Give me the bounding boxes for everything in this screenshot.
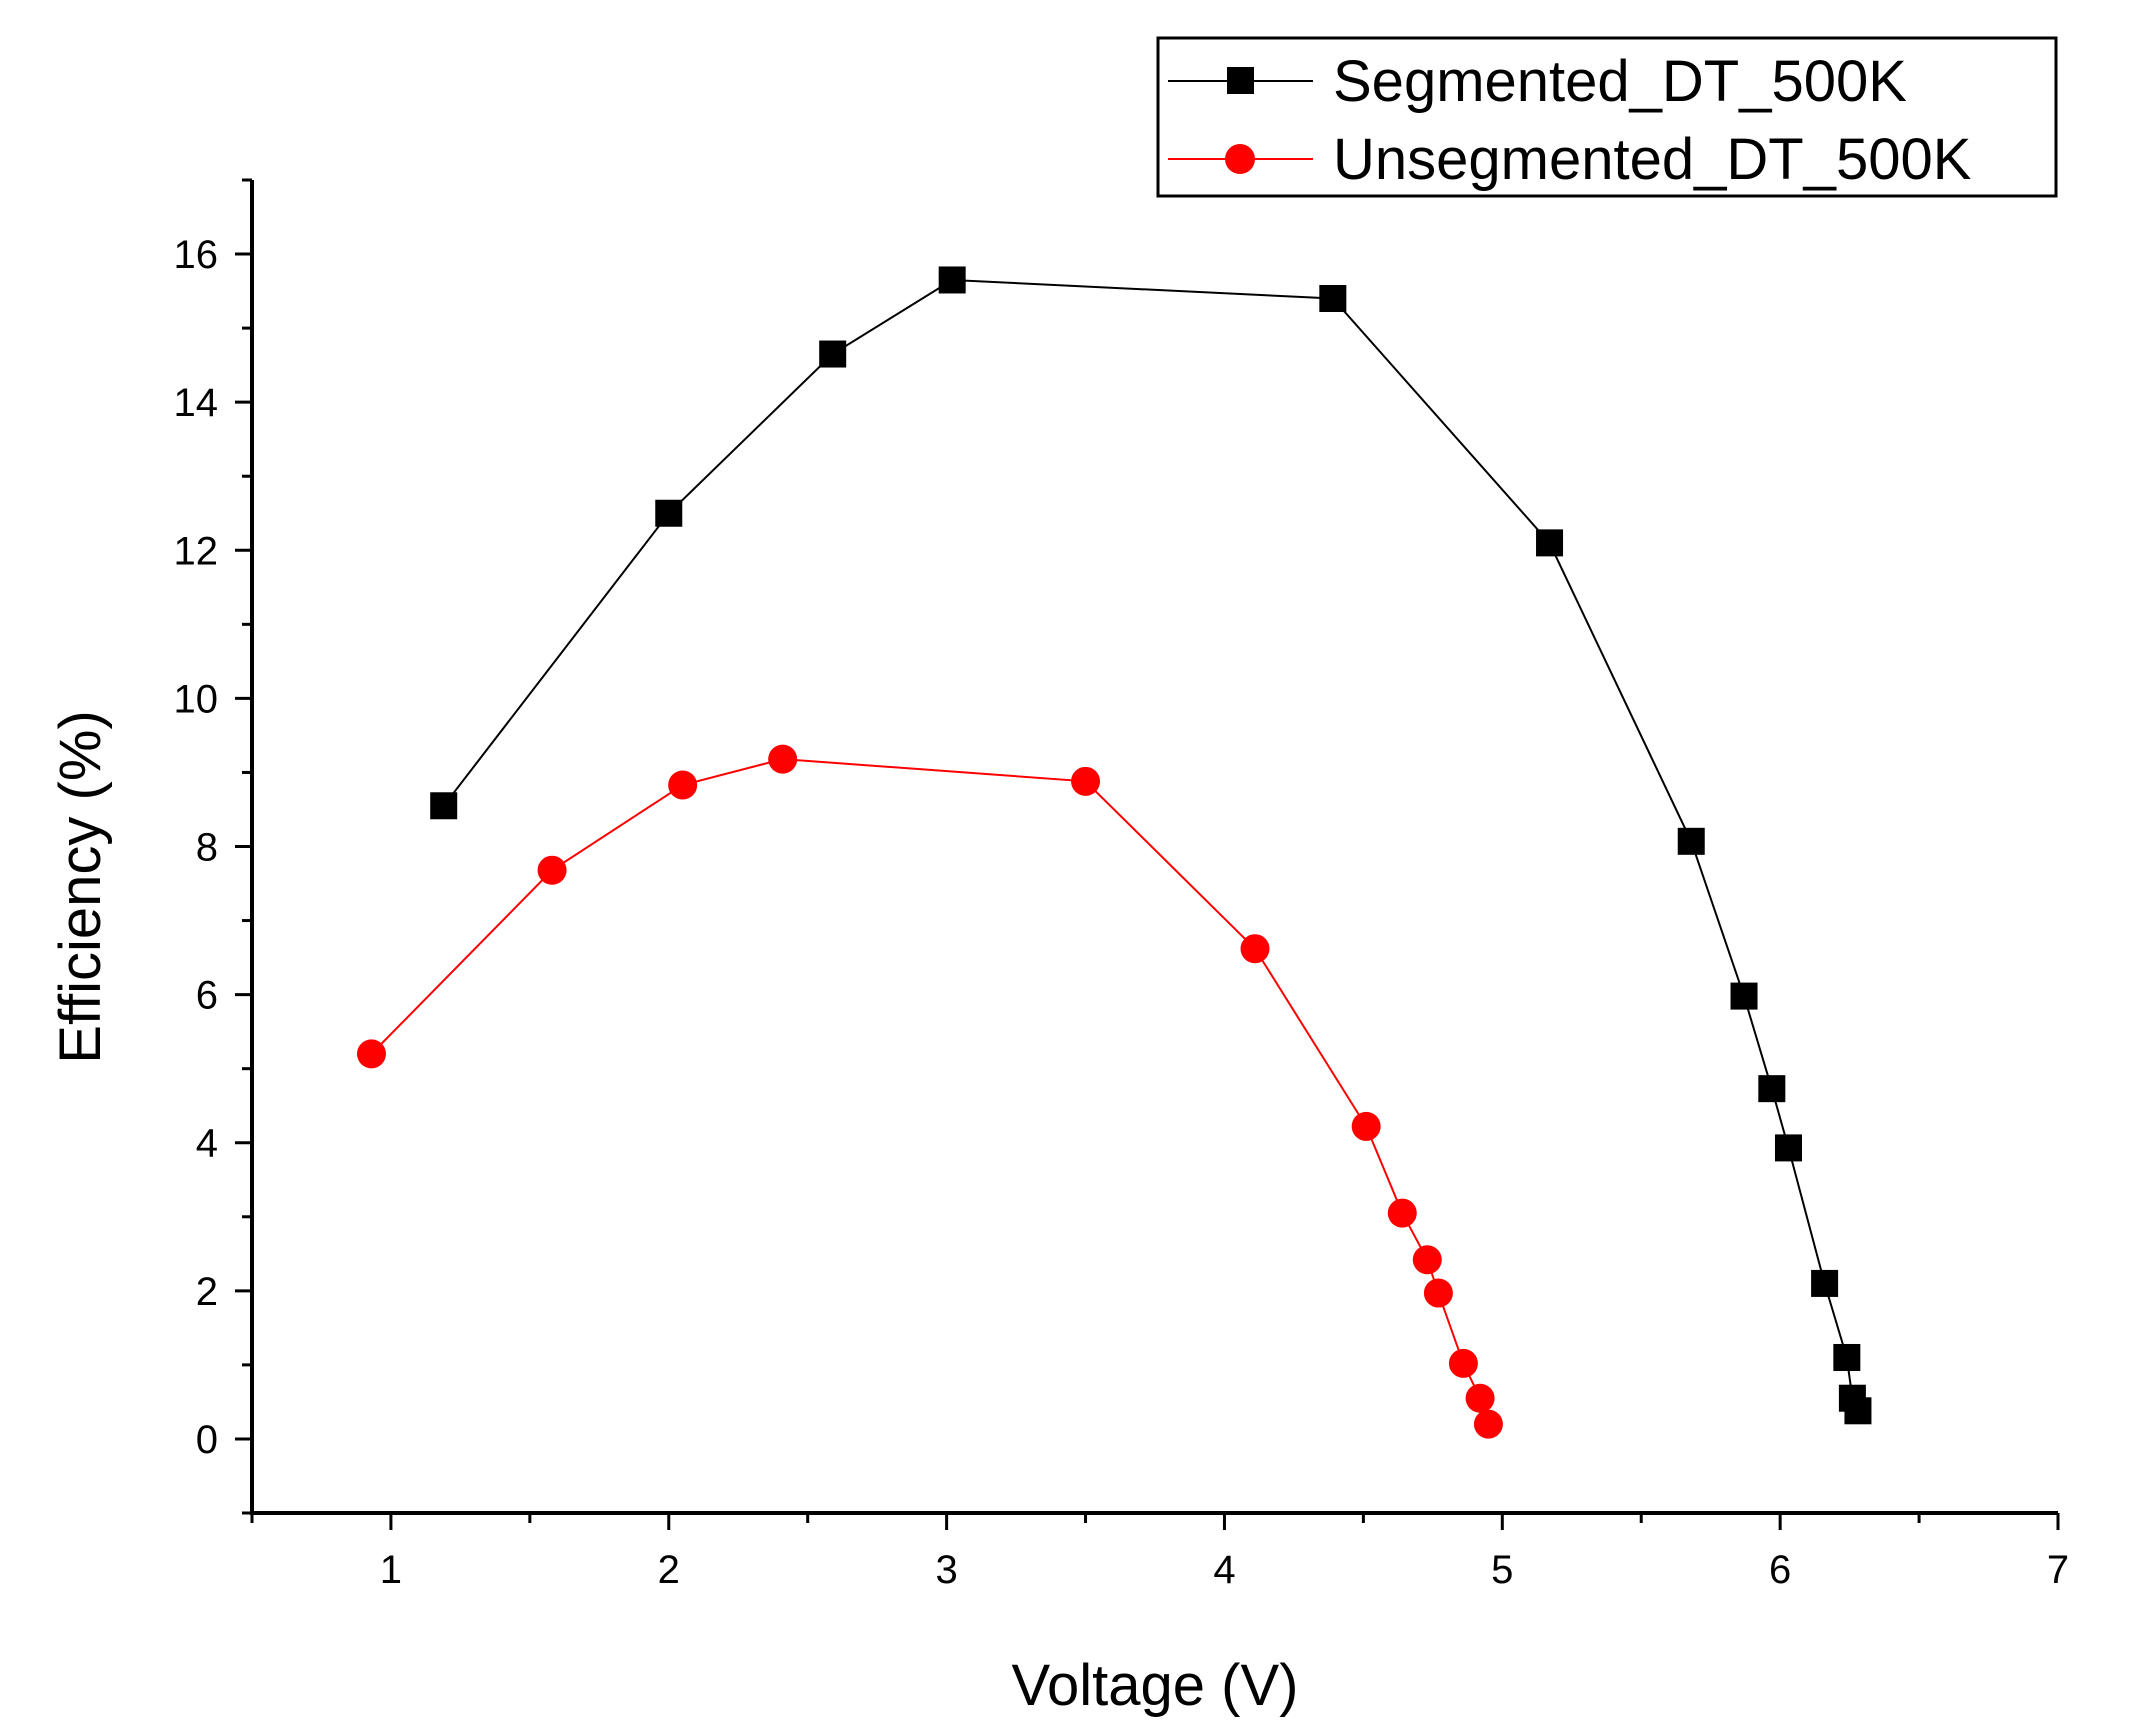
- series-segmented: [430, 266, 1872, 1425]
- data-point: [1774, 1134, 1802, 1162]
- y-tick-label: 16: [174, 233, 219, 277]
- data-point: [1811, 1269, 1839, 1297]
- data-point: [1536, 529, 1564, 557]
- x-tick-label: 3: [935, 1548, 957, 1592]
- y-tick-label: 12: [174, 529, 219, 573]
- data-point: [1448, 1348, 1478, 1378]
- data-point: [1387, 1198, 1417, 1228]
- data-point: [1423, 1278, 1453, 1308]
- data-point: [1730, 982, 1758, 1010]
- y-tick-label: 8: [196, 826, 218, 870]
- data-point: [1677, 827, 1705, 855]
- series-layer: [356, 266, 1872, 1439]
- y-tick-label: 0: [196, 1418, 218, 1462]
- data-point: [768, 744, 798, 774]
- legend-label-unsegmented: Unsegmented_DT_500K: [1333, 127, 1972, 192]
- x-tick-label: 6: [1769, 1548, 1791, 1592]
- data-point: [1465, 1383, 1495, 1413]
- legend-label-segmented: Segmented_DT_500K: [1333, 49, 1907, 114]
- x-tick-label: 7: [2047, 1548, 2069, 1592]
- y-tick-label: 6: [196, 974, 218, 1018]
- y-axis-title: Efficiency (%): [48, 710, 113, 1063]
- data-point: [1833, 1343, 1861, 1371]
- axes: [250, 180, 2058, 1515]
- x-tick-label: 2: [658, 1548, 680, 1592]
- series-line: [370, 758, 1490, 1425]
- series-unsegmented: [356, 744, 1503, 1439]
- data-point: [1351, 1111, 1381, 1141]
- x-tick-label: 4: [1213, 1548, 1235, 1592]
- data-point: [1071, 766, 1101, 796]
- y-ticks: 0 2 4 6 8 10 12 14 16: [174, 178, 252, 1515]
- data-point: [668, 770, 698, 800]
- x-tick-label: 5: [1491, 1548, 1513, 1592]
- data-point: [1319, 284, 1347, 312]
- legend-marker-unsegmented: [1225, 144, 1255, 174]
- data-point: [356, 1039, 386, 1069]
- y-tick-label: 2: [196, 1270, 218, 1314]
- data-point: [655, 499, 683, 527]
- y-tick-label: 14: [174, 381, 219, 425]
- data-point: [430, 792, 458, 820]
- legend-box: [1156, 36, 2058, 198]
- y-tick-label: 4: [196, 1122, 218, 1166]
- y-tick-label: 10: [174, 677, 219, 721]
- legend: Segmented_DT_500K Unsegmented_DT_500K: [1156, 36, 2058, 198]
- legend-marker-segmented: [1227, 67, 1254, 94]
- x-axis-title: Voltage (V): [1012, 1653, 1299, 1718]
- data-point: [1844, 1397, 1872, 1425]
- x-ticks: 1 2 3 4 5 6 7: [250, 1513, 2069, 1592]
- data-point: [1473, 1409, 1503, 1439]
- data-point: [1758, 1075, 1786, 1103]
- data-point: [1412, 1245, 1442, 1275]
- data-point: [819, 340, 847, 368]
- data-point: [938, 266, 966, 294]
- data-point: [1240, 934, 1270, 964]
- data-point: [537, 855, 567, 885]
- x-tick-label: 1: [380, 1548, 402, 1592]
